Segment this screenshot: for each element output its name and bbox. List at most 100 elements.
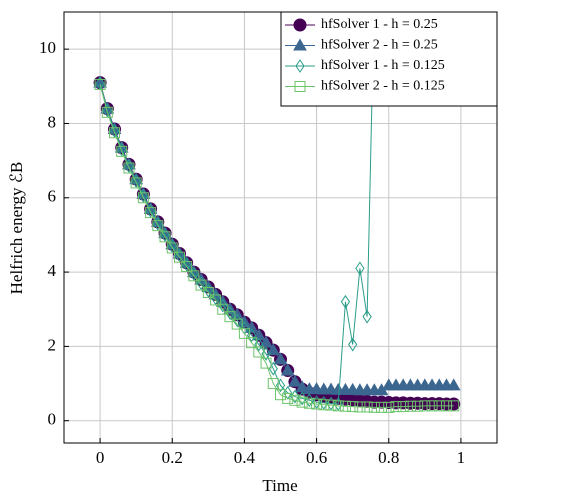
legend-label: hfSolver 1 - h = 0.25 (321, 17, 438, 32)
marker (340, 294, 351, 309)
series (93, 75, 461, 396)
marker (251, 328, 266, 341)
marker (124, 159, 134, 174)
marker (390, 401, 402, 413)
marker (362, 309, 372, 324)
marker (159, 231, 171, 243)
x-tick-label: 0.6 (306, 448, 327, 467)
marker (289, 394, 301, 406)
y-tick-label: 2 (48, 335, 57, 354)
marker (446, 378, 461, 391)
marker (109, 123, 120, 138)
marker (102, 103, 112, 118)
marker (404, 400, 416, 412)
marker (412, 400, 424, 412)
marker (294, 81, 306, 92)
marker (419, 400, 431, 412)
x-tick-label: 0.8 (378, 448, 399, 467)
marker (339, 400, 351, 412)
marker (397, 401, 409, 413)
marker (173, 251, 185, 263)
marker (137, 192, 149, 204)
marker (303, 397, 315, 409)
marker (376, 401, 388, 413)
marker (260, 357, 272, 369)
x-tick-label: 1 (457, 448, 466, 467)
marker (440, 400, 452, 412)
legend-box (280, 11, 498, 107)
marker (348, 337, 358, 352)
marker (116, 145, 128, 157)
y-tick-label: 8 (48, 112, 57, 131)
legend-label: hfSolver 1 - h = 0.125 (321, 58, 445, 73)
marker (347, 401, 359, 413)
marker (447, 397, 461, 411)
marker (109, 127, 121, 139)
marker (231, 318, 243, 330)
series-line (99, 84, 454, 408)
marker (280, 363, 295, 376)
marker (355, 261, 365, 276)
marker (295, 59, 305, 73)
series-line (99, 82, 454, 391)
marker (311, 398, 323, 410)
marker (117, 142, 127, 157)
marker (293, 38, 307, 51)
y-tick-label: 6 (48, 187, 57, 206)
marker (293, 18, 307, 32)
marker (318, 399, 330, 411)
marker (433, 400, 445, 412)
legend: hfSolver 1 - h = 0.25 hfSolver 2 - h = 0.… (280, 11, 498, 107)
marker (288, 374, 302, 387)
series (94, 78, 460, 413)
marker (275, 389, 286, 401)
y-tick-label: 4 (48, 261, 57, 280)
marker (354, 401, 366, 413)
marker (383, 401, 395, 413)
legend-label: hfSolver 2 - h = 0.25 (321, 38, 438, 53)
marker (145, 203, 156, 218)
marker (332, 400, 344, 412)
marker (195, 279, 207, 291)
marker (202, 287, 214, 299)
marker (296, 396, 308, 408)
marker (101, 106, 113, 118)
marker (188, 270, 200, 282)
marker (325, 399, 337, 411)
x-tick-label: 0 (96, 448, 105, 467)
y-tick-label: 0 (48, 410, 57, 429)
marker (131, 174, 141, 188)
marker (130, 177, 142, 189)
legend-label: hfSolver 2 - h = 0.125 (321, 79, 445, 94)
marker (273, 352, 288, 365)
marker (266, 343, 281, 356)
marker (448, 400, 460, 412)
marker (138, 189, 148, 203)
marker (217, 303, 229, 315)
marker (426, 400, 438, 412)
y-tick-label: 10 (39, 38, 56, 57)
marker (244, 320, 259, 333)
marker (238, 327, 250, 339)
x-tick-label: 0.4 (234, 448, 256, 467)
marker (282, 392, 294, 404)
marker (145, 207, 157, 219)
marker (166, 242, 178, 254)
x-tick-label: 0.2 (162, 448, 183, 467)
plot-area (93, 12, 461, 413)
marker (368, 401, 380, 413)
marker (224, 311, 236, 323)
marker (210, 294, 222, 306)
marker (123, 162, 135, 174)
marker (181, 261, 193, 273)
x-axis-label: Time (262, 476, 297, 495)
marker (94, 78, 106, 90)
marker (267, 378, 279, 390)
y-axis-label: Helfrich energy ℰB (7, 162, 26, 295)
marker (152, 220, 164, 232)
marker (246, 337, 258, 349)
marker (361, 401, 373, 413)
marker (253, 346, 265, 358)
